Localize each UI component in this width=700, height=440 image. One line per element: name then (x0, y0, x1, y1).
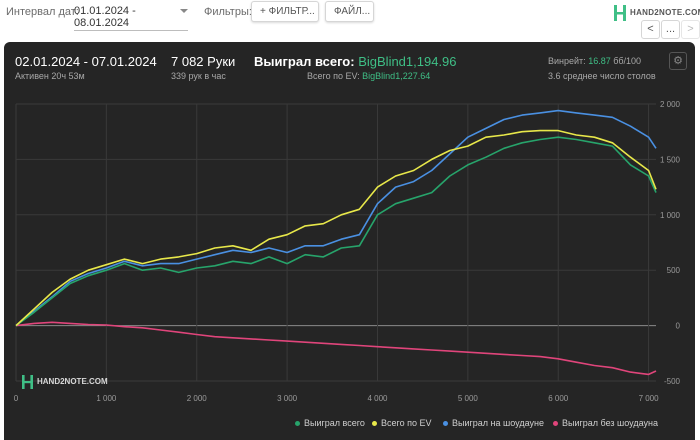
x-tick-label: 0 (14, 394, 19, 403)
winrate: Винрейт: 16.87 бб/100 (548, 56, 641, 66)
ev-total: Всего по EV: BigBlind1,227.64 (307, 71, 430, 81)
prev-button[interactable]: < (641, 20, 660, 39)
chart-series (15, 109, 657, 376)
y-tick-label: 1 000 (660, 211, 681, 220)
legend-marker (295, 421, 300, 427)
ev-total-value: BigBlind1,227.64 (362, 71, 431, 81)
winrate-unit: бб/100 (613, 56, 642, 66)
legend-marker (553, 421, 558, 427)
y-axis-ticks: -500 0 500 1 000 1 500 2 000 (660, 100, 681, 386)
files-button-label: ФАЙЛ... (334, 6, 371, 17)
winrate-label: Винрейт: (548, 56, 586, 66)
series-line-1 (15, 129, 657, 327)
x-tick-label: 6 000 (548, 394, 569, 403)
legend-marker (372, 421, 377, 427)
legend-label: Всего по EV (381, 418, 432, 428)
chevron-left-icon: < (647, 23, 654, 35)
date-range-value: 01.01.2024 - 08.01.2024 (74, 5, 136, 29)
settings-button[interactable]: ⚙ (669, 52, 687, 70)
legend-item-ev[interactable]: Всего по EV (372, 418, 431, 428)
watermark-text: HAND2NOTE.COM (37, 377, 108, 386)
x-axis-ticks: 0 1 000 2 000 3 000 4 000 5 000 6 000 7 000 (14, 394, 659, 403)
logo-text: HAND2NOTE.COM (630, 8, 700, 17)
y-tick-label: 2 000 (660, 100, 681, 109)
caret-down-icon (180, 9, 188, 13)
legend-item-showdown[interactable]: Выиграл на шоудауне (443, 418, 544, 428)
series-line-2 (15, 109, 657, 327)
won-total-label: Выиграл всего: (254, 54, 355, 69)
avg-tables: 3.6 среднее число столов (548, 71, 656, 81)
winrate-value: 16.87 (588, 56, 611, 66)
y-tick-label: -500 (664, 377, 681, 386)
graph-panel (4, 42, 695, 440)
settings-gear-icon: ⚙ (673, 55, 683, 67)
files-button[interactable]: ФАЙЛ... (325, 1, 374, 22)
active-time: Активен 20ч 53м (15, 71, 85, 81)
legend-label: Выиграл всего (304, 418, 365, 428)
date-range-label: Интервал дат: (6, 6, 79, 18)
more-button[interactable]: ... (661, 20, 680, 39)
y-tick-label: 500 (667, 266, 681, 275)
series-line-0 (15, 136, 657, 327)
legend-label: Выиграл без шоудауна (562, 418, 658, 428)
filters-label: Фильтры: (204, 6, 252, 18)
hands-count: 7 082 Руки (171, 54, 236, 69)
legend-marker (443, 421, 448, 427)
hand2note-logo-icon (614, 5, 626, 21)
won-total-value: BigBlind1,194.96 (358, 54, 457, 69)
x-tick-label: 7 000 (639, 394, 660, 403)
y-tick-label: 0 (676, 322, 681, 331)
ev-total-label: Всего по EV: (307, 71, 360, 81)
x-tick-label: 5 000 (458, 394, 479, 403)
legend-item-nonshowdown[interactable]: Выиграл без шоудауна (553, 418, 658, 428)
legend-label: Выиграл на шоудауне (452, 418, 544, 428)
series-line-3 (15, 321, 657, 376)
x-tick-label: 4 000 (367, 394, 388, 403)
chart-grid (15, 103, 656, 382)
period-title: 02.01.2024 - 07.01.2024 (15, 54, 157, 69)
date-range-select[interactable]: 01.01.2024 - 08.01.2024 (74, 5, 188, 31)
chevron-right-icon: > (687, 23, 694, 35)
x-tick-label: 1 000 (96, 394, 117, 403)
filter-button-label: + ФИЛЬТР... (260, 6, 315, 17)
add-filter-button[interactable]: + ФИЛЬТР... (251, 1, 319, 22)
watermark-logo-icon (22, 375, 33, 389)
hands-per-hour: 339 рук в час (171, 71, 226, 81)
legend-item-won[interactable]: Выиграл всего (295, 418, 365, 428)
x-tick-label: 3 000 (277, 394, 298, 403)
y-tick-label: 1 500 (660, 155, 681, 164)
x-tick-label: 2 000 (187, 394, 208, 403)
more-label: ... (665, 23, 676, 35)
won-total: Выиграл всего: BigBlind1,194.96 (254, 54, 457, 69)
top-toolbar: Интервал дат: 01.01.2024 - 08.01.2024 Фи… (0, 0, 700, 42)
